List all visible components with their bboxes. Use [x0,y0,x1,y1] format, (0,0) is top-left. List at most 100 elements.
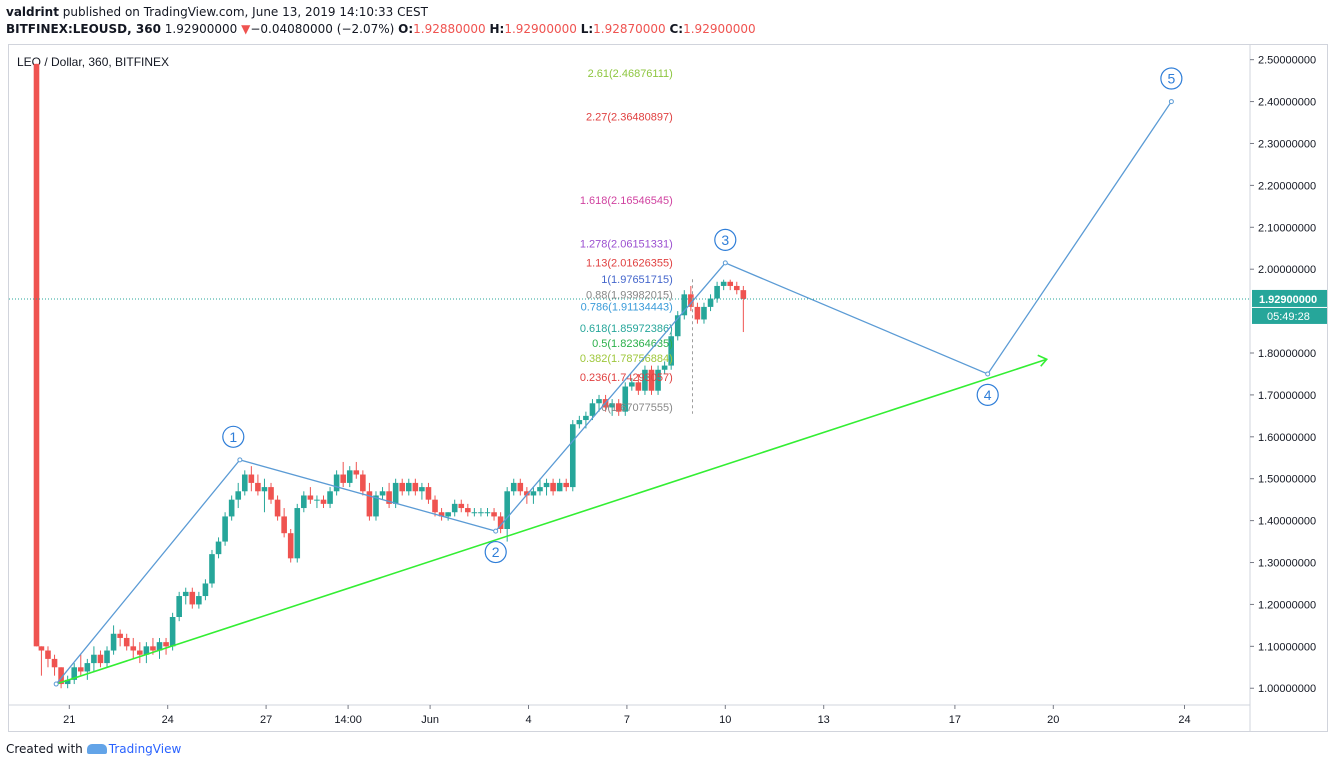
candle-body [235,491,242,500]
candle-body [635,382,642,391]
fib-level-label: 1(1.97651715) [601,274,673,286]
candle-body [156,642,163,651]
time-axis[interactable]: 21 24 27 14:00 Jun 4 7 10 13 17 20 24 [63,705,1191,726]
price-chart[interactable]: LEO / Dollar, 360, BITFINEX 2.61(2.46876… [9,45,1327,731]
candle-body [484,512,491,514]
candle-body [143,646,150,655]
candle-body [353,470,360,475]
candle-body [740,290,747,299]
candle-body [458,503,465,509]
y-tick-label: 1.30000000 [1258,558,1316,570]
price-axis[interactable]: 1.00000000 1.10000000 1.20000000 1.30000000… [9,55,1327,696]
candle-body [583,415,589,421]
wave-label-1: 1 [229,429,237,445]
y-tick-label: 1.50000000 [1258,474,1316,486]
wave-point [985,371,991,377]
fib-level-label: 2.61(2.46876111) [588,68,673,80]
wave-point [722,260,728,266]
candle-body [176,596,182,617]
trendline [55,358,1047,685]
candle-body [412,482,419,492]
candle-body [405,482,412,492]
candle-body [688,294,694,307]
wave-label-2: 2 [492,544,500,560]
wave-label-5: 5 [1167,71,1175,87]
candle-body [97,654,104,664]
chart-frame[interactable]: LEO / Dollar, 360, BITFINEX 2.61(2.46876… [8,44,1328,732]
y-tick-label: 1.10000000 [1258,641,1316,653]
elliott-wave: 1 2 3 4 5 [53,67,1183,687]
x-tick-label: 14:00 [334,714,362,726]
ohlc-line: BITFINEX:LEOUSD, 360 1.92900000 ▼−0.0408… [6,22,756,36]
high-value: 1.92900000 [504,22,577,36]
x-tick-label: 27 [260,714,272,726]
candle-body [294,508,301,559]
candle-body [333,474,340,492]
countdown-label: 05:49:28 [1267,311,1310,323]
candle-body [569,424,576,488]
candle-body [668,336,674,366]
low-label: L: [580,22,594,36]
candle-body [655,369,661,391]
candle-body [117,633,123,638]
candle-body [261,487,268,492]
candle-body [71,667,78,680]
wave-point [237,457,243,463]
candle-body [445,512,451,517]
y-tick-label: 1.70000000 [1258,390,1316,402]
candle-body [576,420,583,425]
fib-level-label: 0.382(1.78756884) [580,353,673,365]
candle-body [714,285,720,299]
candle-body [268,487,274,500]
x-tick-label: Jun [421,714,439,726]
candle-body [150,646,156,651]
fib-level-label: 0.88(1.93982015) [586,289,673,301]
candle-body [320,499,327,504]
wave-label-circle [222,425,245,448]
candle-body [189,591,196,605]
x-tick-label: 13 [818,714,830,726]
x-tick-label: 21 [63,714,75,726]
tradingview-link[interactable]: TradingView [108,742,182,756]
candle-body [45,650,51,659]
x-tick-label: 24 [1178,714,1190,726]
wave-point [1168,99,1174,105]
y-tick-label: 2.50000000 [1258,55,1316,67]
low-value: 1.92870000 [593,22,666,36]
y-tick-label: 1.80000000 [1258,348,1316,360]
candle-body [563,482,570,488]
candle-body [471,512,478,514]
candle-body [399,482,406,492]
candle-body [674,315,681,337]
candle-body [438,512,445,517]
candle-body [222,516,228,542]
candle-body [432,499,438,513]
down-arrow-icon: ▼ [241,22,251,36]
candle-body [314,499,320,501]
candle-body [510,482,517,492]
candle-body [255,482,261,492]
candle-body [104,650,110,664]
candle-body [530,491,537,496]
candle-body [215,541,222,555]
candle-body [91,654,97,664]
fib-level-label: 0.5(1.82364635) [592,338,673,350]
x-tick-label: 24 [162,714,174,726]
y-tick-label: 2.20000000 [1258,180,1316,192]
candle-body [681,294,688,316]
fib-level-label: 0(1.67077555) [601,402,673,414]
candle-body [248,474,255,483]
wave-label-circle [484,540,507,564]
candle-body [209,554,215,584]
countdown-badge [1252,307,1327,324]
candle-body [360,474,366,492]
author-name[interactable]: valdrint [6,5,59,19]
candle-body [110,633,117,651]
y-tick-label: 1.20000000 [1258,599,1316,611]
candle-body [366,491,373,517]
candle-body [556,482,563,492]
last-price-value: 1.92900000 [164,22,238,36]
candle-body [307,495,314,500]
candle-body [84,663,91,672]
tradingview-logo-icon [86,743,107,754]
